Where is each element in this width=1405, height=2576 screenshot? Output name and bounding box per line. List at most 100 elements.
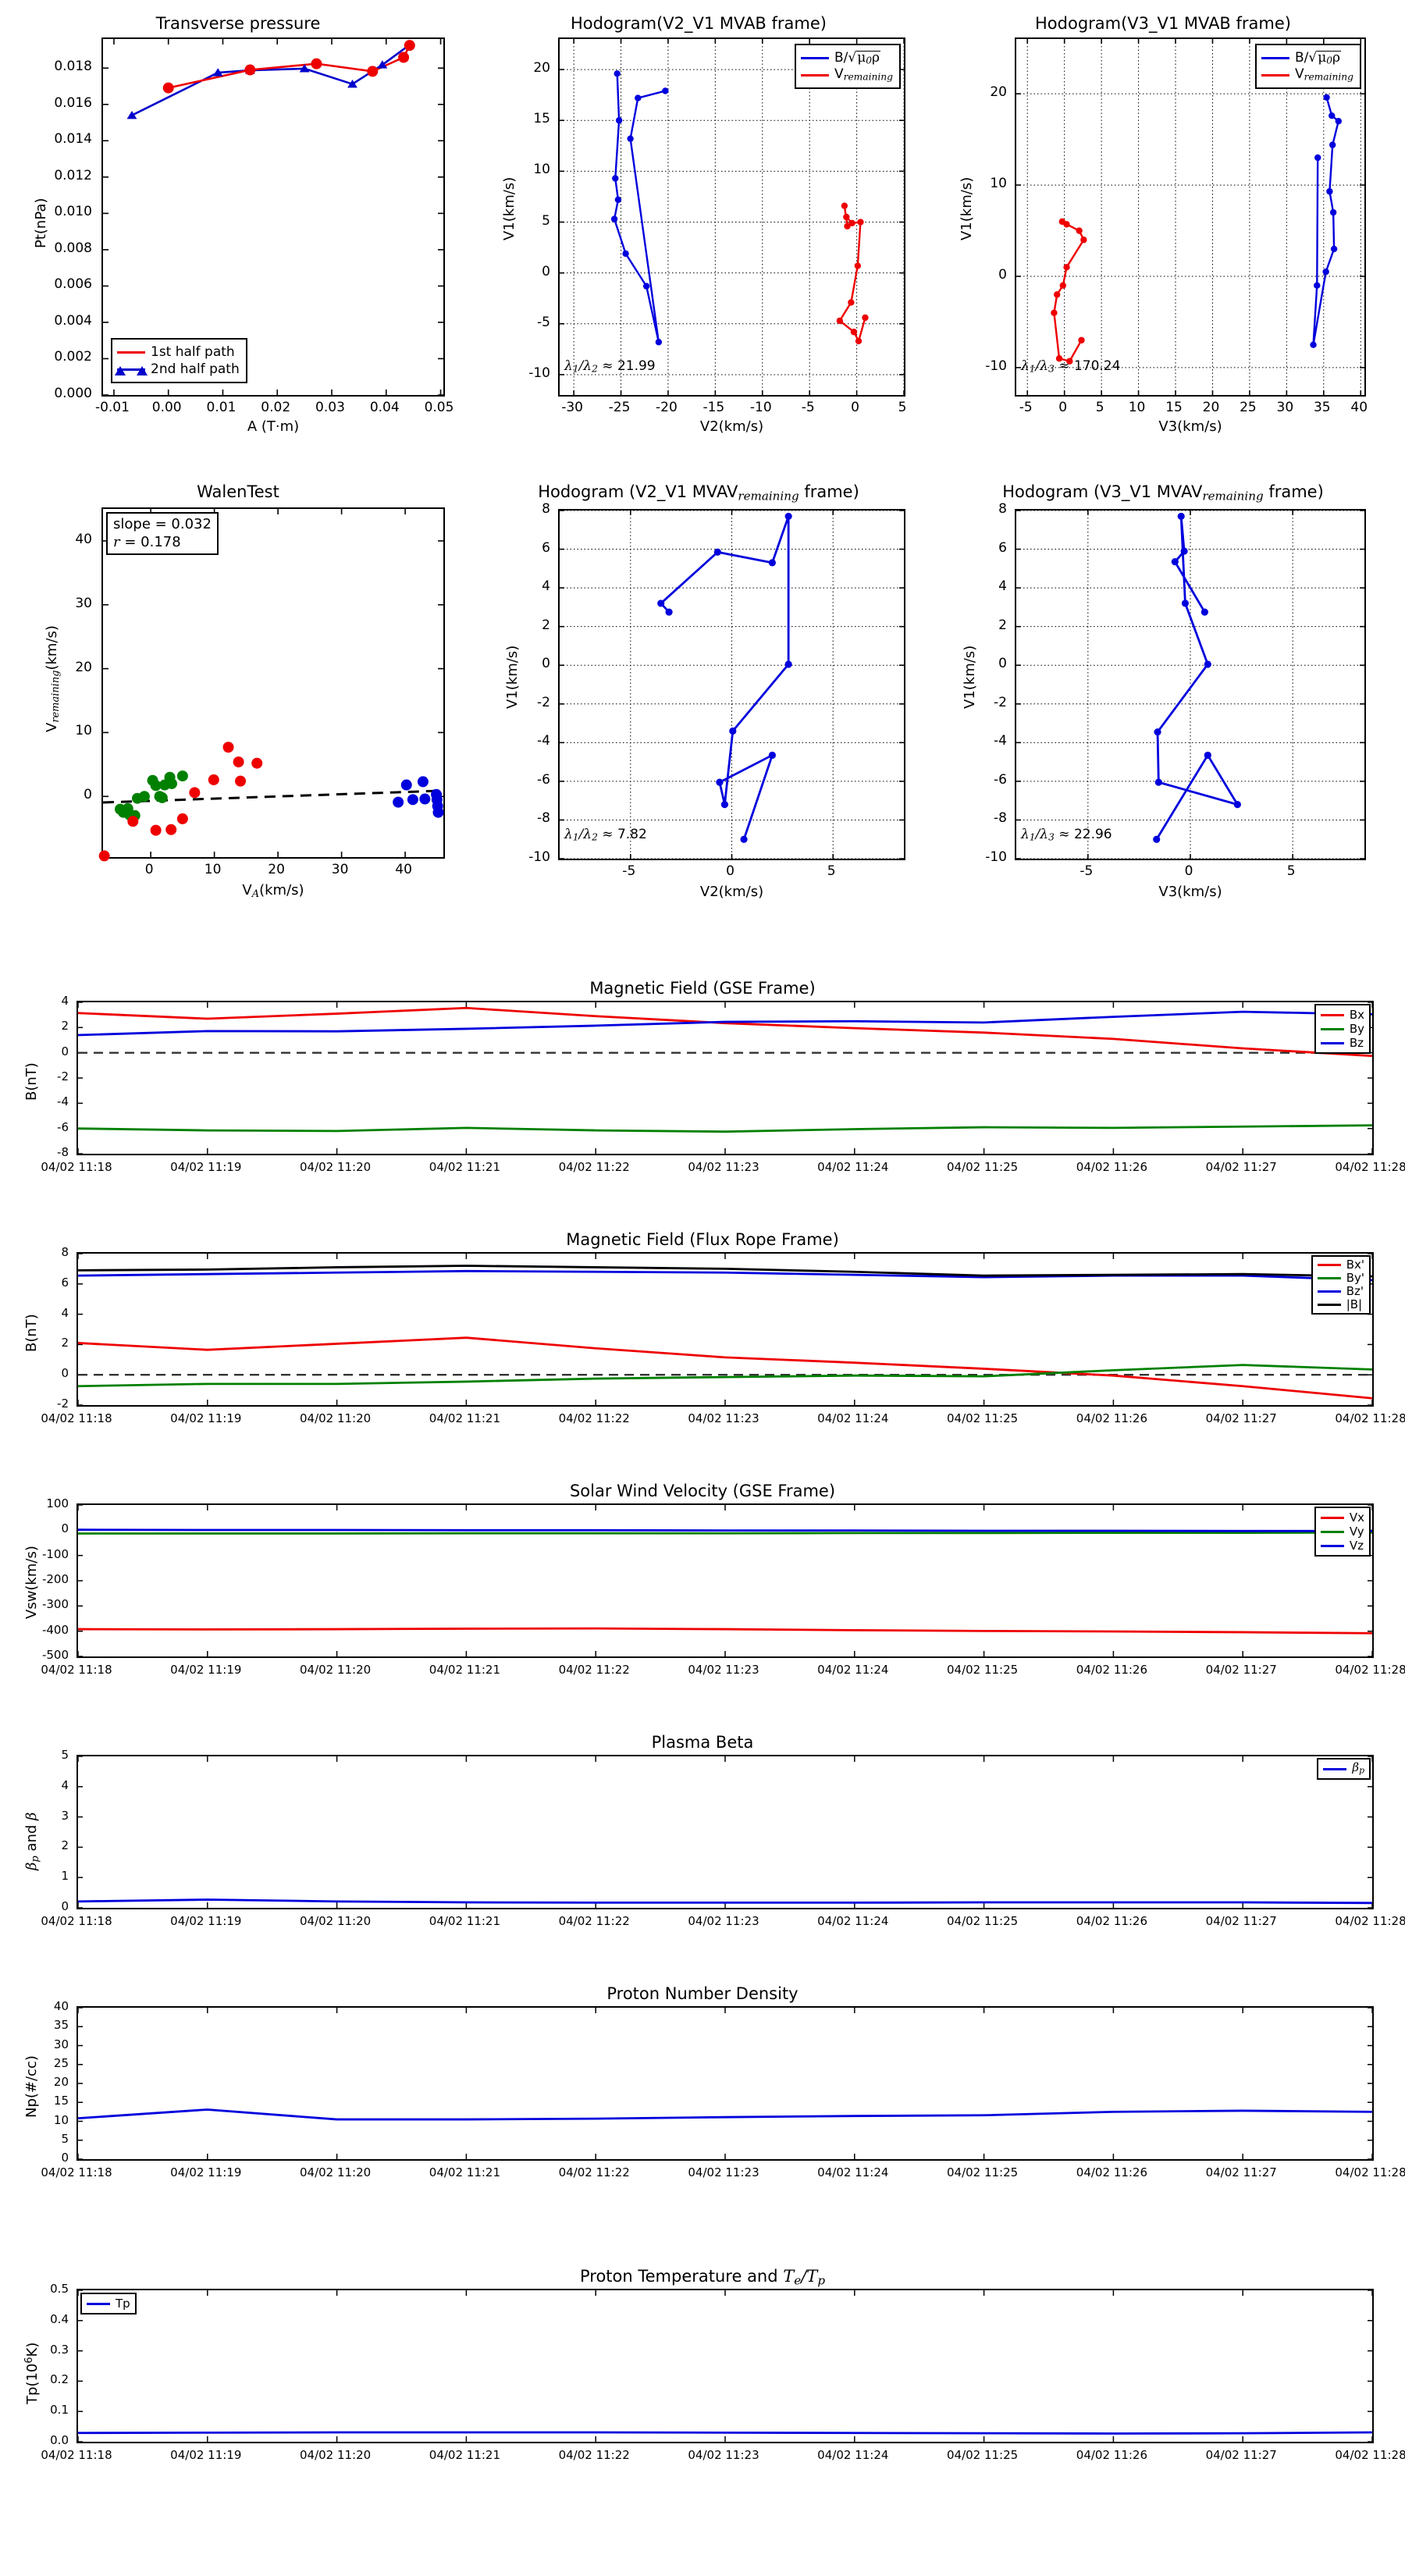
x-axis-tick: 0 xyxy=(726,863,735,879)
x-axis-tick: 04/02 11:21 xyxy=(429,1411,501,1425)
y-axis-tick: -8 xyxy=(994,810,1007,827)
x-axis-label: V2(km/s) xyxy=(699,884,764,900)
x-axis-tick: 04/02 11:24 xyxy=(817,1914,889,1928)
x-axis-tick: 20 xyxy=(1202,400,1220,415)
legend-swatch-bmag xyxy=(1317,1304,1341,1306)
x-axis-tick: 0.05 xyxy=(424,400,454,415)
legend-label-vremaining: Vremaining xyxy=(1294,66,1353,83)
y-axis-label: V1(km/s) xyxy=(962,645,978,709)
x-axis-tick: 04/02 11:18 xyxy=(41,2165,112,2179)
y-axis-tick: 10 xyxy=(533,162,550,178)
y-axis-tick: 0 xyxy=(998,267,1007,283)
eigenvalue-ratio-annotation: λ1/λ2 ≈ 7.82 xyxy=(564,827,647,843)
x-axis-tick: 0.03 xyxy=(315,400,345,415)
y-axis-tick: 0.014 xyxy=(54,131,92,148)
y-axis-tick: 10 xyxy=(75,723,92,739)
panel-hodogram-v3-mvab: Hodogram(V3_V1 MVAB frame) λ1/λ3 ≈ 170.2… xyxy=(937,6,1389,443)
x-axis-tick: 04/02 11:18 xyxy=(41,2448,112,2462)
y-axis-tick: 0.004 xyxy=(54,312,92,329)
y-axis-tick: 0.2 xyxy=(50,2372,69,2387)
y-axis-tick: 5 xyxy=(542,212,550,229)
legend-item-alfven: B/√μ0ρ xyxy=(800,49,893,66)
legend-swatch-red xyxy=(800,73,829,76)
y-axis-tick: 2 xyxy=(998,617,1007,633)
y-axis-tick: 8 xyxy=(542,501,550,517)
y-axis-tick: -2 xyxy=(537,694,550,710)
x-axis-tick: 04/02 11:21 xyxy=(429,2165,501,2179)
y-axis-tick: -4 xyxy=(57,1094,69,1109)
y-axis-tick: 0.006 xyxy=(54,276,92,293)
panel-solar-wind-velocity: Solar Wind Velocity (GSE Frame) Vx Vy Vz… xyxy=(0,1478,1405,1713)
x-axis-tick: 0 xyxy=(1058,400,1068,415)
x-axis-tick: 04/02 11:18 xyxy=(41,1914,112,1928)
walen-test-plot xyxy=(98,509,444,862)
legend-item-vremaining: Vremaining xyxy=(1261,66,1353,84)
x-axis-label: VA(km/s) xyxy=(242,882,304,900)
y-axis-label: V1(km/s) xyxy=(959,176,975,240)
x-axis-tick: 15 xyxy=(1165,400,1183,415)
legend-label-alfven: B/√μ0ρ xyxy=(834,49,881,66)
x-axis-tick: 20 xyxy=(268,862,285,877)
x-axis-tick: 04/02 11:22 xyxy=(558,1914,630,1928)
legend-swatch-red-circle xyxy=(117,350,145,354)
plot-area: Bx' By' Bz' |B| xyxy=(76,1252,1374,1407)
y-axis-tick: -5 xyxy=(537,314,550,330)
x-axis-tick: 04/02 11:24 xyxy=(817,2448,889,2462)
x-axis-tick: 04/02 11:26 xyxy=(1076,1411,1148,1425)
y-axis-tick: 100 xyxy=(46,1496,69,1510)
y-axis-tick: 5 xyxy=(61,1748,69,1762)
y-axis-label: βp and β xyxy=(23,1812,41,1870)
y-axis-tick: -10 xyxy=(528,365,550,381)
x-axis-tick: 0.04 xyxy=(369,400,400,415)
x-axis-tick: 5 xyxy=(898,400,907,415)
legend-swatch-byp xyxy=(1317,1277,1341,1279)
plot-area: λ1/λ2 ≈ 7.82 xyxy=(558,509,905,860)
x-axis-tick: -10 xyxy=(749,400,772,415)
plot-area: Bx By Bz xyxy=(76,1001,1374,1155)
y-axis-tick: -4 xyxy=(537,733,550,749)
y-axis-tick: -6 xyxy=(537,771,550,788)
y-axis-tick: -10 xyxy=(985,849,1007,865)
hodogram-v2-mvav-plot xyxy=(560,510,904,859)
x-axis-tick: 04/02 11:28 xyxy=(1335,2165,1405,2179)
x-axis-tick: 04/02 11:27 xyxy=(1205,2448,1277,2462)
y-axis-tick: -2 xyxy=(994,694,1007,710)
x-axis-tick: 04/02 11:19 xyxy=(170,1160,242,1174)
x-axis-tick: 10 xyxy=(204,862,222,877)
x-axis-tick: 04/02 11:26 xyxy=(1076,2165,1148,2179)
x-axis-tick: 04/02 11:23 xyxy=(688,1663,759,1677)
plot-area: λ1/λ2 ≈ 21.99 B/√μ0ρ Vremaining xyxy=(558,37,905,397)
plot-area xyxy=(101,37,445,397)
x-axis-tick: 04/02 11:21 xyxy=(429,1914,501,1928)
legend-item-vx: Vx xyxy=(1320,1510,1364,1525)
legend: βp xyxy=(1317,1758,1371,1780)
x-axis-tick: 30 xyxy=(331,862,349,877)
legend-item-tp: Tp xyxy=(87,2297,130,2311)
y-axis-tick: 0.012 xyxy=(54,167,92,183)
legend-item-vy: Vy xyxy=(1320,1525,1364,1539)
y-axis-tick: 0 xyxy=(61,2151,69,2165)
panel-proton-temperature: Proton Temperature and Te/Tp Tp 0.0 0.1 0.… xyxy=(0,2264,1405,2498)
transverse-pressure-plot xyxy=(103,39,443,396)
x-axis-label: A (T·m) xyxy=(247,418,300,435)
x-axis-tick: 5 xyxy=(1095,400,1104,415)
x-axis-tick: 04/02 11:27 xyxy=(1205,1411,1277,1425)
y-axis-tick: 0 xyxy=(61,1899,69,1913)
plot-area: slope = 0.032 r = 0.178 xyxy=(98,507,445,862)
y-axis-tick: 0.4 xyxy=(50,2311,69,2326)
x-axis-tick: -20 xyxy=(656,400,678,415)
plasma-beta-plot xyxy=(77,1756,1373,1909)
y-axis-tick: 4 xyxy=(61,1305,69,1320)
walen-r: r = 0.178 xyxy=(113,533,181,550)
legend: B/√μ0ρ Vremaining xyxy=(794,44,901,89)
y-axis-tick: 0 xyxy=(542,263,550,279)
eigenvalue-ratio-annotation: λ1/λ3 ≈ 22.96 xyxy=(1021,827,1112,843)
panel-hodogram-v3-mvav: Hodogram (V3_V1 MVAVremaining frame) λ1/… xyxy=(937,475,1389,912)
y-axis-tick: 25 xyxy=(53,2055,69,2070)
legend-item-bxp: Bx' xyxy=(1317,1258,1364,1272)
y-axis-tick: 0 xyxy=(61,1366,69,1381)
x-axis-tick: 04/02 11:28 xyxy=(1335,1160,1405,1174)
panel-title: Solar Wind Velocity (GSE Frame) xyxy=(569,1482,836,1500)
x-axis-tick: 04/02 11:22 xyxy=(558,1160,630,1174)
y-axis-tick: 0 xyxy=(84,787,92,803)
